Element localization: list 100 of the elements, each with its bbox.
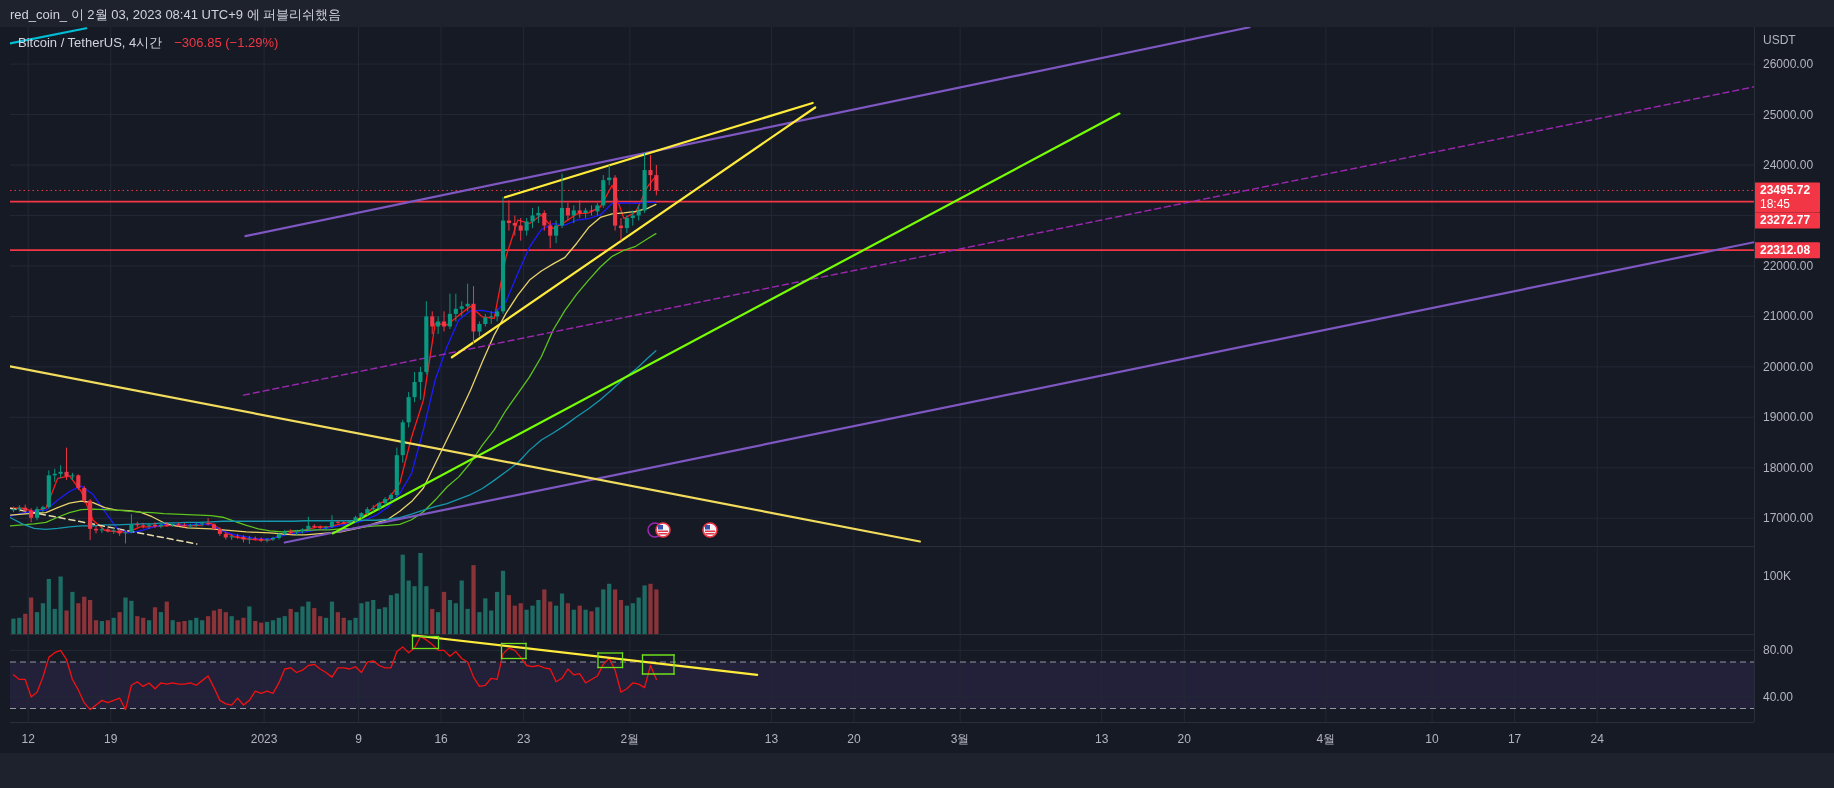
bar xyxy=(323,617,329,634)
bar xyxy=(217,608,223,634)
bar xyxy=(164,601,169,634)
candlestick xyxy=(512,214,517,237)
candlestick xyxy=(542,209,547,232)
candlestick xyxy=(436,315,441,335)
bar xyxy=(624,605,630,634)
bar xyxy=(29,597,34,634)
candlestick xyxy=(453,293,458,322)
bar xyxy=(146,620,152,634)
bar xyxy=(52,608,57,634)
x-tick-label: 4월 xyxy=(1316,732,1336,746)
bar xyxy=(506,595,512,634)
candlestick xyxy=(441,310,447,333)
ref-line-label: 23272.77 xyxy=(1760,213,1811,228)
candlestick xyxy=(324,525,329,531)
candlestick xyxy=(99,526,104,534)
bar xyxy=(223,612,228,634)
bar xyxy=(247,606,252,634)
text: Bitcoin / TetherUS, 4시간 xyxy=(18,35,163,50)
bar xyxy=(589,611,594,634)
candlestick xyxy=(64,447,69,481)
bar xyxy=(93,620,99,634)
y-tick-label: 40.00 xyxy=(1763,689,1794,704)
bar xyxy=(264,621,270,634)
bar xyxy=(335,612,340,634)
bar xyxy=(135,616,140,634)
bar xyxy=(76,603,81,634)
candlestick xyxy=(29,507,34,523)
candlestick xyxy=(265,537,270,543)
bar xyxy=(170,620,175,634)
x-tick-label: 17 xyxy=(1507,732,1522,746)
bar xyxy=(471,565,476,634)
bar xyxy=(64,610,69,634)
x-tick-label: 24 xyxy=(1590,732,1605,746)
x-tick-label: 19 xyxy=(104,732,118,746)
candlestick xyxy=(147,522,152,530)
bar xyxy=(141,617,146,634)
bar xyxy=(341,617,346,634)
bar xyxy=(152,607,158,634)
bar xyxy=(553,605,559,634)
x-tick-label: 3월 xyxy=(950,732,970,746)
x-tick-label: 2023 xyxy=(250,732,278,746)
text: 18:45 xyxy=(1760,197,1791,212)
bar xyxy=(318,616,323,634)
bar xyxy=(459,580,464,634)
bar xyxy=(465,608,470,634)
bar xyxy=(441,591,447,634)
text: −306.85 (−1.29%) xyxy=(174,35,279,50)
bar xyxy=(99,621,105,634)
candlestick xyxy=(335,519,340,525)
y-tick-label: 24000.00 xyxy=(1763,158,1814,173)
bar xyxy=(377,608,382,634)
bar xyxy=(70,591,75,634)
candlestick xyxy=(530,207,535,229)
y-tick-label: 20000.00 xyxy=(1763,359,1814,374)
y-tick-label: 80.00 xyxy=(1763,643,1794,658)
bar xyxy=(400,554,405,634)
x-tick-label: 12 xyxy=(21,732,36,746)
bar xyxy=(259,622,264,634)
bar xyxy=(211,610,217,634)
candlestick xyxy=(382,496,388,507)
x-tick-label: 23 xyxy=(516,732,531,746)
candlestick xyxy=(388,492,394,503)
x-tick-label: 2월 xyxy=(620,732,640,746)
bar xyxy=(105,620,110,634)
y-tick-label: 17000.00 xyxy=(1763,511,1814,526)
ref-line-label: 22312.08 xyxy=(1760,243,1811,258)
candlestick xyxy=(554,220,559,244)
x-tick-label: 13 xyxy=(1095,732,1109,746)
bar xyxy=(394,593,399,634)
bar xyxy=(583,609,588,634)
bar xyxy=(270,620,276,634)
candlestick xyxy=(418,366,423,401)
candlestick xyxy=(495,308,500,322)
candlestick xyxy=(447,293,452,330)
bar xyxy=(117,612,122,634)
bar xyxy=(388,595,394,634)
bar xyxy=(630,603,635,634)
bar xyxy=(512,605,517,634)
y-tick-label: 25000.00 xyxy=(1763,107,1814,122)
bar xyxy=(253,621,258,634)
bar xyxy=(495,591,500,634)
bar xyxy=(58,576,63,634)
bar xyxy=(571,609,576,634)
candlestick xyxy=(412,371,417,403)
bar xyxy=(200,620,205,634)
bar xyxy=(34,612,40,634)
bar xyxy=(453,603,458,634)
x-tick-label: 10 xyxy=(1425,732,1440,746)
candlestick xyxy=(40,505,45,513)
bar xyxy=(436,612,441,634)
x-tick-label: 13 xyxy=(764,732,779,746)
bar xyxy=(548,601,553,634)
line-series xyxy=(12,635,658,711)
bar xyxy=(518,603,523,634)
bar xyxy=(500,570,506,634)
bar xyxy=(382,607,388,634)
y-tick-label: 26000.00 xyxy=(1763,57,1814,72)
bar xyxy=(618,599,624,634)
